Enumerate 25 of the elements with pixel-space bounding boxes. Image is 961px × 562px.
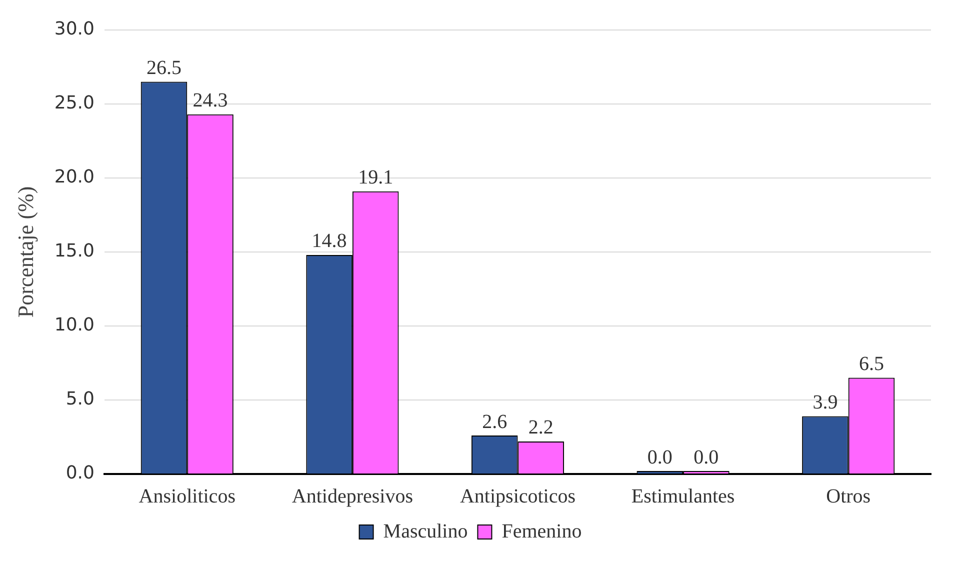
data-label: 19.1 [358, 166, 394, 189]
legend-label: Masculino [383, 520, 468, 542]
data-label: 2.6 [482, 410, 508, 433]
data-label: 6.5 [858, 353, 884, 376]
data-label: 3.9 [812, 392, 838, 414]
x-tick-label: Ansioliticos [138, 485, 236, 508]
data-label: 26.5 [146, 57, 182, 80]
legend-label: Femenino [502, 520, 582, 542]
y-tick-label: 30.0 [54, 18, 94, 40]
y-tick-label: 0.0 [66, 462, 94, 484]
x-tick-label: Estimulantes [631, 485, 735, 508]
y-axis-title: Porcentaje (%) [12, 186, 38, 318]
data-label: 0.0 [647, 446, 672, 468]
y-tick-label: 15.0 [54, 240, 94, 262]
x-tick-label: Antipsicoticos [460, 485, 576, 508]
data-label: 2.2 [528, 416, 554, 439]
data-label: 14.8 [312, 230, 347, 252]
x-tick-label: Antidepresivos [292, 485, 414, 508]
y-tick-label: 25.0 [54, 92, 94, 114]
y-tick-label: 20.0 [54, 166, 94, 188]
y-tick-label: 5.0 [66, 388, 94, 410]
x-tick-label: Otros [826, 485, 871, 508]
data-label: 24.3 [192, 90, 228, 112]
data-label: 0.0 [694, 446, 719, 468]
y-tick-label: 10.0 [54, 314, 94, 336]
